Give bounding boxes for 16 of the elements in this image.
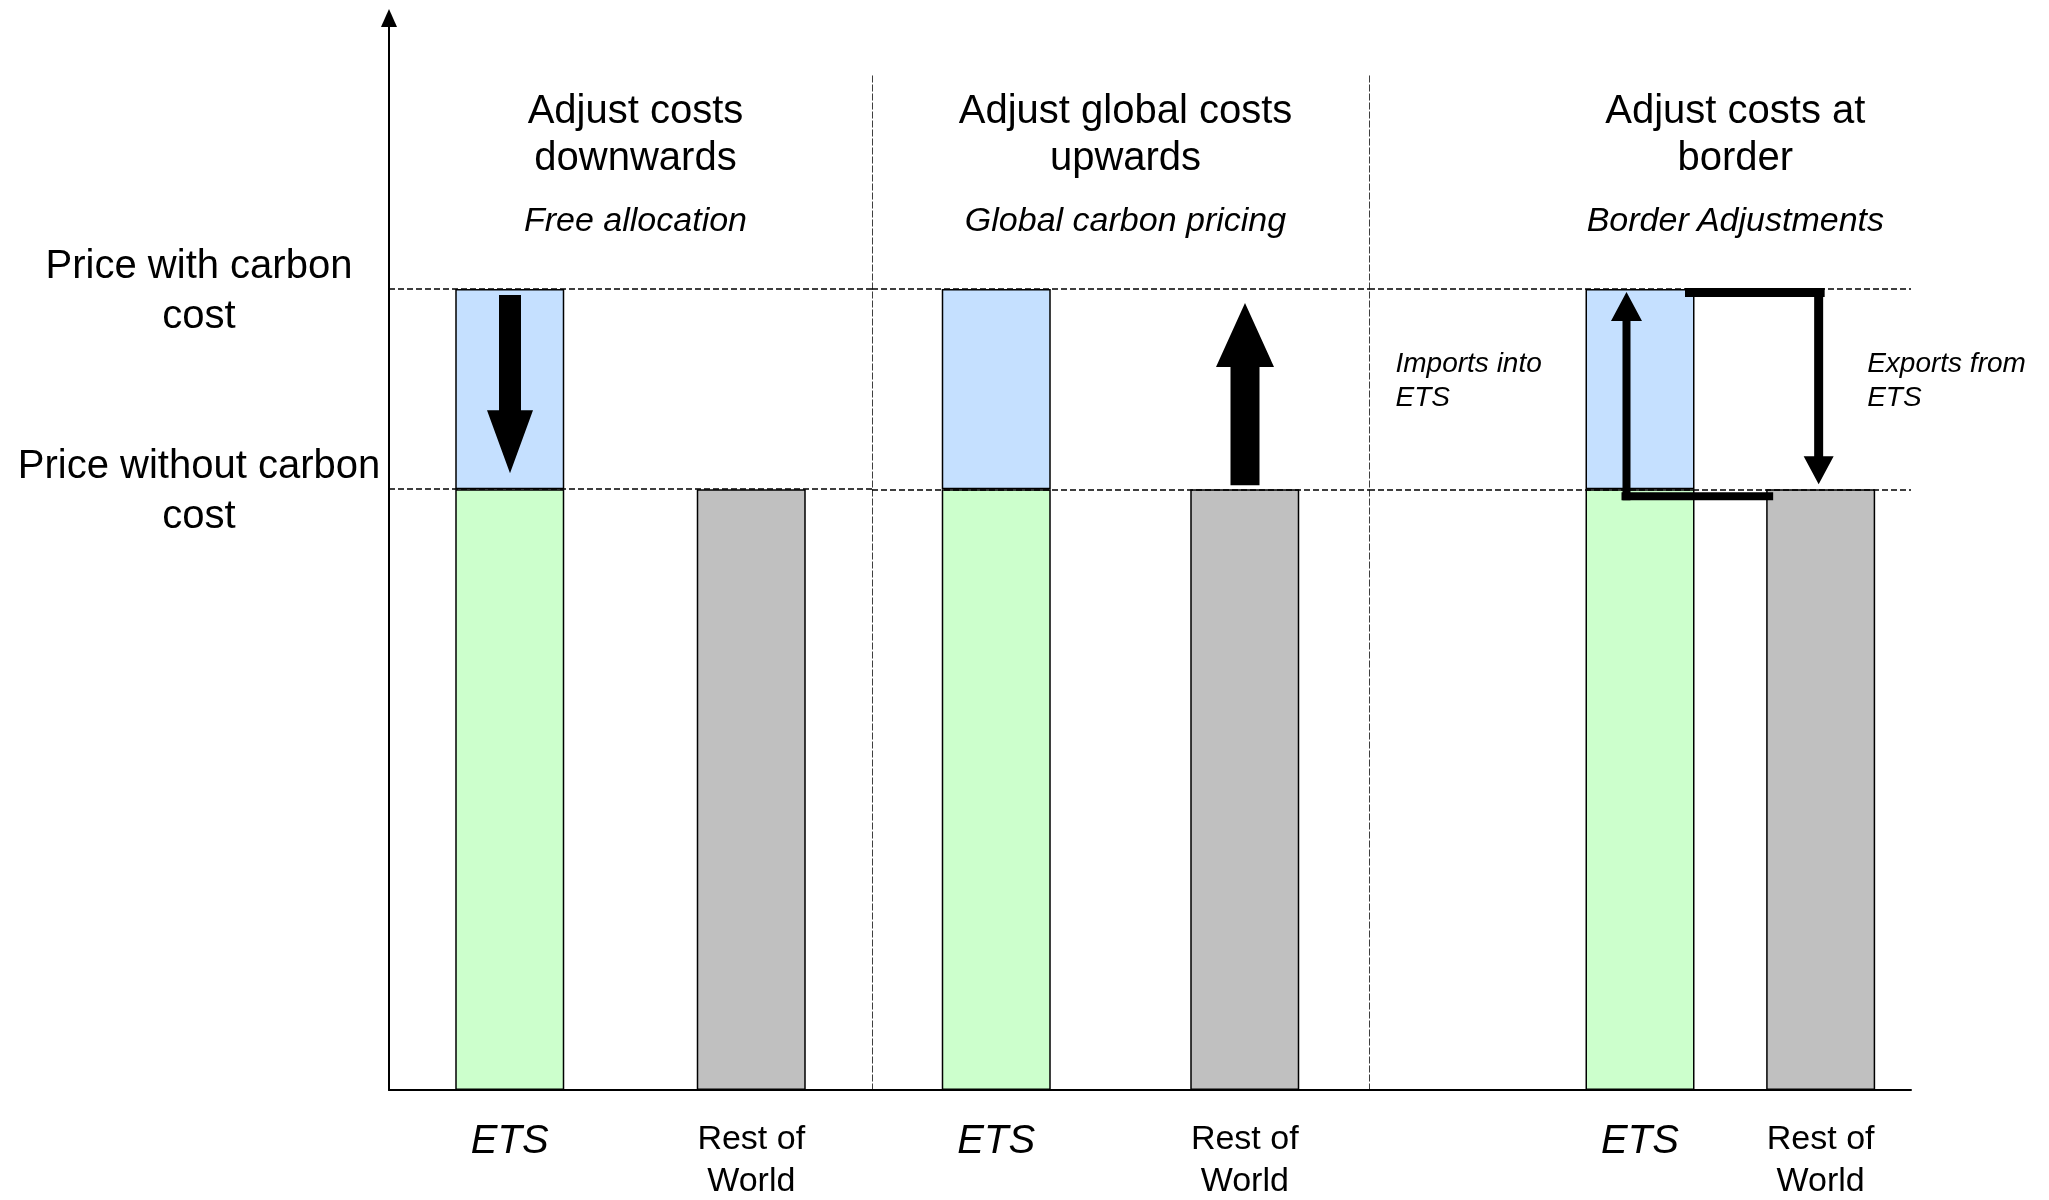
ref-line-label: Price without carbon cost	[17, 442, 381, 537]
x-tick-label: ETS	[470, 1117, 549, 1161]
chart-title: Adjust costs at border	[1605, 86, 1866, 178]
chart-title: Adjust global costs upwards	[958, 86, 1293, 178]
annotation: Exports from ETS	[1867, 346, 2026, 412]
x-tick-label: ETS	[1601, 1117, 1680, 1161]
chart-subtitle: Border Adjustments	[1586, 200, 1884, 238]
chart-subtitle: Free allocation	[523, 200, 748, 238]
x-tick-label: Rest of World	[697, 1118, 806, 1198]
chart-title: Adjust costs downwards	[527, 86, 744, 178]
chart-subtitle: Global carbon pricing	[964, 200, 1287, 238]
x-tick-label: Rest of World	[1190, 1118, 1300, 1198]
ref-line-label: Price with carbon cost	[45, 242, 353, 336]
x-tick-label: Rest of World	[1766, 1118, 1876, 1198]
x-tick-label: ETS	[957, 1117, 1036, 1161]
annotation: Imports into ETS	[1395, 346, 1542, 412]
